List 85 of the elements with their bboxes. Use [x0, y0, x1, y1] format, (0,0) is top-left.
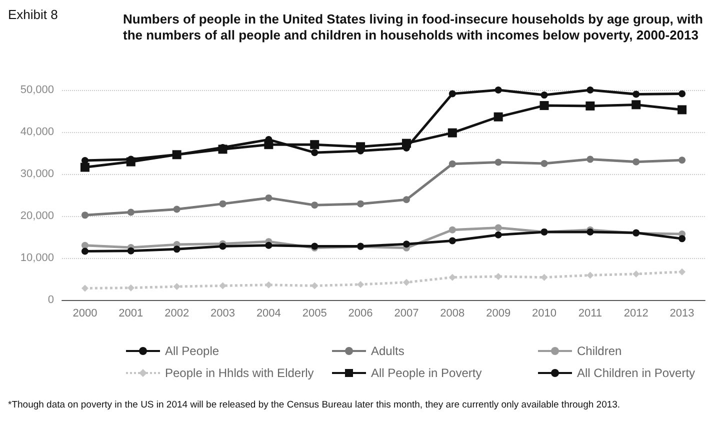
point — [402, 138, 411, 148]
chart-title: Numbers of people in the United States living in food-insecure households by age group, with the numbers of all people and children in households with incomes below poverty, 2000-2013 — [123, 12, 707, 42]
y-tick-label: 10,000 — [20, 252, 54, 264]
point — [632, 90, 640, 98]
point — [448, 160, 456, 168]
point — [219, 242, 226, 250]
x-tick-label: 2011 — [578, 308, 602, 320]
point — [540, 101, 549, 110]
x-tick-label: 2010 — [532, 308, 556, 320]
point — [218, 144, 228, 154]
point — [219, 282, 226, 290]
point — [448, 274, 456, 281]
point — [586, 101, 595, 110]
point — [311, 282, 318, 290]
point — [310, 140, 320, 150]
point — [402, 278, 410, 286]
y-tick-label: 30,000 — [20, 168, 54, 180]
point — [126, 157, 136, 166]
point — [264, 140, 274, 150]
point — [494, 86, 502, 94]
point — [678, 235, 686, 242]
x-tick-label: 2007 — [394, 308, 419, 320]
point — [678, 90, 686, 98]
x-tick-label: 2008 — [440, 308, 465, 320]
legend-label: All Children in Poverty — [577, 366, 696, 380]
point — [494, 158, 502, 166]
x-tick-label: 2003 — [210, 308, 235, 320]
point — [311, 149, 318, 156]
point — [448, 128, 457, 138]
legend-label: Children — [577, 344, 622, 358]
point — [586, 156, 594, 163]
point — [311, 202, 318, 209]
y-tick-label: 50,000 — [20, 84, 54, 96]
point — [81, 212, 88, 219]
point — [494, 231, 502, 238]
x-tick-label: 2012 — [624, 308, 648, 320]
x-tick-label: 2009 — [486, 308, 511, 320]
x-tick-label: 2013 — [670, 308, 694, 320]
point — [494, 112, 503, 122]
x-tick-label: 2005 — [302, 308, 327, 320]
point — [678, 268, 686, 276]
x-tick-label: 2006 — [348, 308, 373, 320]
point — [448, 226, 456, 234]
legend-label: All People — [165, 344, 220, 358]
x-tick-label: 2001 — [118, 308, 144, 320]
x-tick-label: 2002 — [164, 308, 190, 320]
point — [81, 242, 88, 249]
point — [494, 224, 502, 232]
point — [219, 200, 226, 208]
legend-label: People in Hhlds with Elderly — [165, 366, 314, 380]
legend-label: Adults — [371, 344, 404, 358]
point — [448, 237, 456, 244]
point — [540, 160, 548, 167]
point — [173, 206, 180, 213]
point — [173, 246, 180, 253]
point — [81, 248, 88, 255]
point — [402, 240, 410, 248]
point — [265, 194, 272, 202]
legend-label: All People in Poverty — [371, 366, 482, 380]
point — [586, 272, 594, 279]
x-tick-label: 2004 — [256, 308, 281, 320]
point — [678, 156, 686, 164]
text: Exhibit 8 — [8, 7, 58, 22]
point — [80, 162, 90, 172]
point — [127, 247, 134, 254]
point — [81, 284, 88, 292]
x-tick-label: 2000 — [72, 308, 98, 320]
point — [357, 280, 364, 288]
point — [678, 105, 687, 114]
point — [632, 158, 640, 166]
point — [127, 208, 134, 216]
y-tick-label: 40,000 — [20, 126, 54, 138]
point — [402, 196, 410, 204]
point — [540, 92, 548, 99]
point — [357, 200, 364, 208]
point — [586, 86, 594, 94]
point — [173, 283, 180, 290]
text: *Though data on poverty in the US in 2014 will be released by the Census Bureau later this month, they are currently only available through 2013. — [8, 400, 620, 410]
y-tick-label: 0 — [48, 294, 54, 306]
point — [265, 242, 272, 249]
point — [448, 90, 456, 98]
point — [632, 100, 641, 110]
y-tick-label: 20,000 — [20, 210, 54, 222]
point — [127, 284, 134, 292]
point — [632, 270, 640, 278]
